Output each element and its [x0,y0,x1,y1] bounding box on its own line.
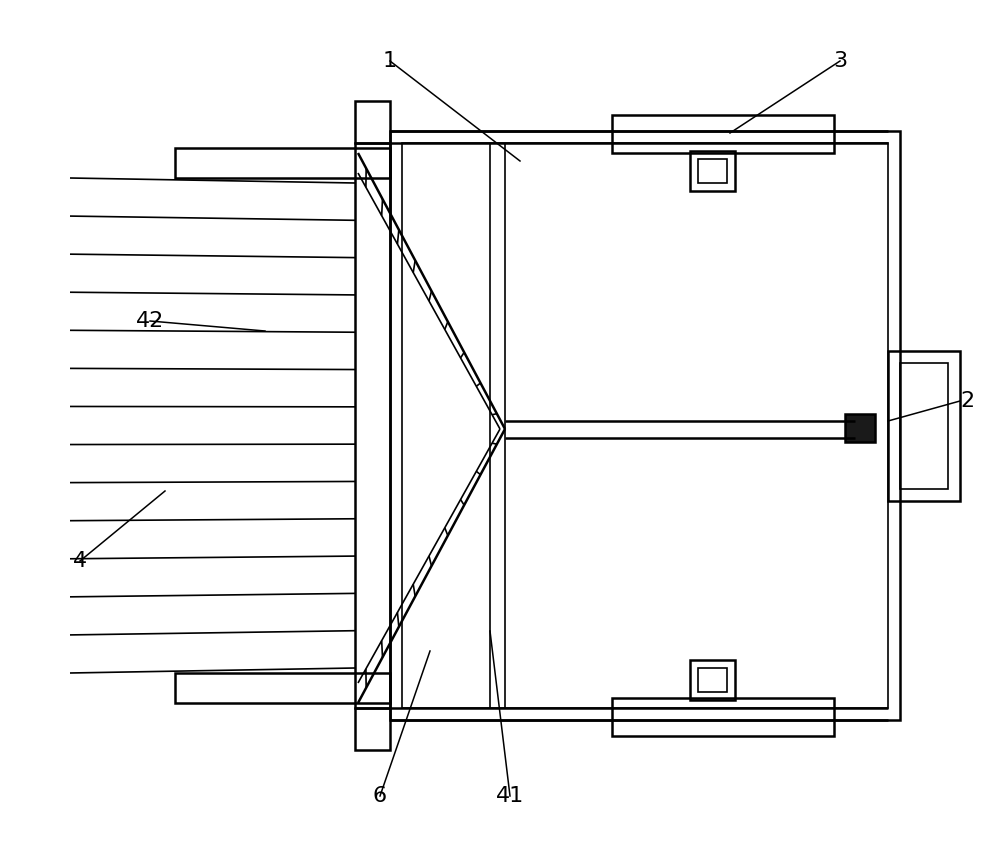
Text: 2: 2 [960,391,974,411]
Bar [690,151,735,191]
Bar [888,351,960,501]
Bar [612,698,834,736]
Bar [175,673,390,703]
Bar [355,101,390,143]
Text: 41: 41 [496,786,524,806]
Bar [390,131,900,720]
Bar [845,414,875,442]
Bar [698,159,727,183]
Text: 1: 1 [383,51,397,71]
Text: 42: 42 [136,311,164,331]
Bar [690,660,735,700]
Bar [698,668,727,692]
Bar [402,143,888,708]
Bar [355,708,390,750]
Text: 6: 6 [373,786,387,806]
Bar [900,363,948,489]
Bar [355,143,390,708]
Text: 3: 3 [833,51,847,71]
Text: 4: 4 [73,551,87,571]
Bar [175,148,390,178]
Bar [612,115,834,153]
